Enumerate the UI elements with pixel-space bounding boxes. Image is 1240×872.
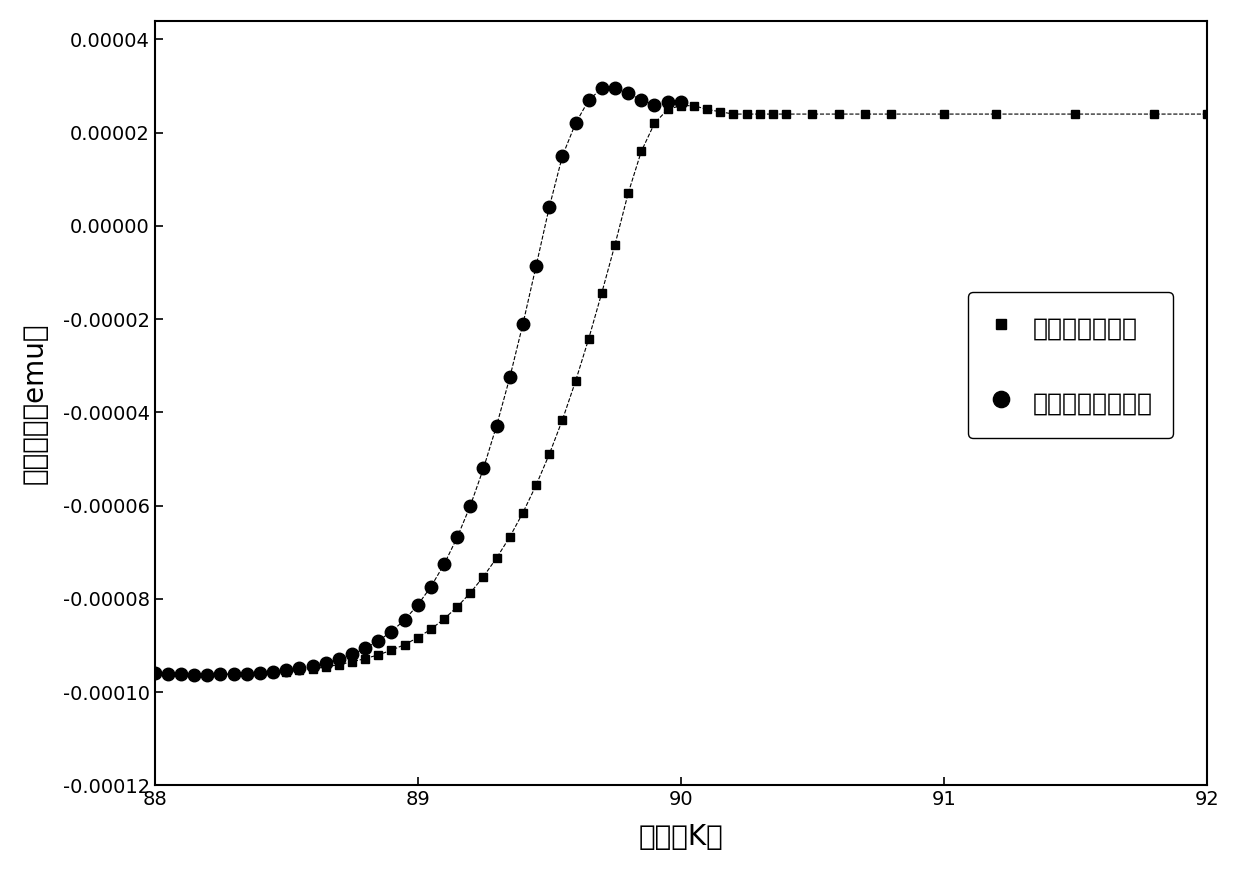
未经电化学法处理 xyxy=(634,95,649,106)
未经电化学法处理 xyxy=(502,372,517,383)
未经电化学法处理 xyxy=(265,666,280,677)
经电化学法处理 xyxy=(331,659,346,670)
未经电化学法处理 xyxy=(450,532,465,542)
经电化学法处理 xyxy=(725,109,740,119)
未经电化学法处理 xyxy=(279,665,294,676)
Line: 未经电化学法处理: 未经电化学法处理 xyxy=(149,82,687,681)
未经电化学法处理 xyxy=(647,99,662,110)
Y-axis label: 磁化强度（emu）: 磁化强度（emu） xyxy=(21,323,48,484)
未经电化学法处理 xyxy=(463,501,477,511)
未经电化学法处理 xyxy=(528,261,543,271)
未经电化学法处理 xyxy=(160,668,175,678)
经电化学法处理 xyxy=(148,667,162,678)
未经电化学法处理 xyxy=(213,669,228,679)
未经电化学法处理 xyxy=(516,318,531,329)
未经电化学法处理 xyxy=(148,667,162,678)
未经电化学法处理 xyxy=(673,97,688,107)
未经电化学法处理 xyxy=(490,420,505,431)
未经电化学法处理 xyxy=(594,83,609,93)
未经电化学法处理 xyxy=(239,668,254,678)
未经电化学法处理 xyxy=(436,559,451,569)
未经电化学法处理 xyxy=(187,670,202,680)
未经电化学法处理 xyxy=(357,644,372,654)
未经电化学法处理 xyxy=(384,626,399,637)
未经电化学法处理 xyxy=(423,582,438,592)
未经电化学法处理 xyxy=(476,463,491,473)
未经电化学法处理 xyxy=(410,600,425,610)
未经电化学法处理 xyxy=(331,654,346,664)
未经电化学法处理 xyxy=(582,95,596,106)
未经电化学法处理 xyxy=(291,664,306,674)
未经电化学法处理 xyxy=(305,661,320,671)
未经电化学法处理 xyxy=(174,669,188,679)
经电化学法处理 xyxy=(660,104,675,114)
经电化学法处理 xyxy=(345,657,360,667)
经电化学法处理 xyxy=(187,670,202,680)
未经电化学法处理 xyxy=(345,649,360,659)
未经电化学法处理 xyxy=(200,670,215,680)
未经电化学法处理 xyxy=(253,667,268,678)
未经电化学法处理 xyxy=(371,636,386,646)
未经电化学法处理 xyxy=(556,151,570,161)
经电化学法处理 xyxy=(1068,109,1083,119)
未经电化学法处理 xyxy=(621,88,636,99)
未经电化学法处理 xyxy=(608,83,622,93)
未经电化学法处理 xyxy=(660,97,675,107)
经电化学法处理 xyxy=(673,100,688,111)
X-axis label: 温度（K）: 温度（K） xyxy=(639,823,723,851)
未经电化学法处理 xyxy=(542,202,557,213)
未经电化学法处理 xyxy=(568,119,583,129)
Legend: 经电化学法处理, 未经电化学法处理: 经电化学法处理, 未经电化学法处理 xyxy=(968,292,1173,438)
经电化学法处理 xyxy=(831,109,846,119)
未经电化学法处理 xyxy=(226,669,241,679)
经电化学法处理 xyxy=(1199,109,1214,119)
未经电化学法处理 xyxy=(319,657,334,668)
未经电化学法处理 xyxy=(397,615,412,625)
Line: 经电化学法处理: 经电化学法处理 xyxy=(150,101,1211,679)
